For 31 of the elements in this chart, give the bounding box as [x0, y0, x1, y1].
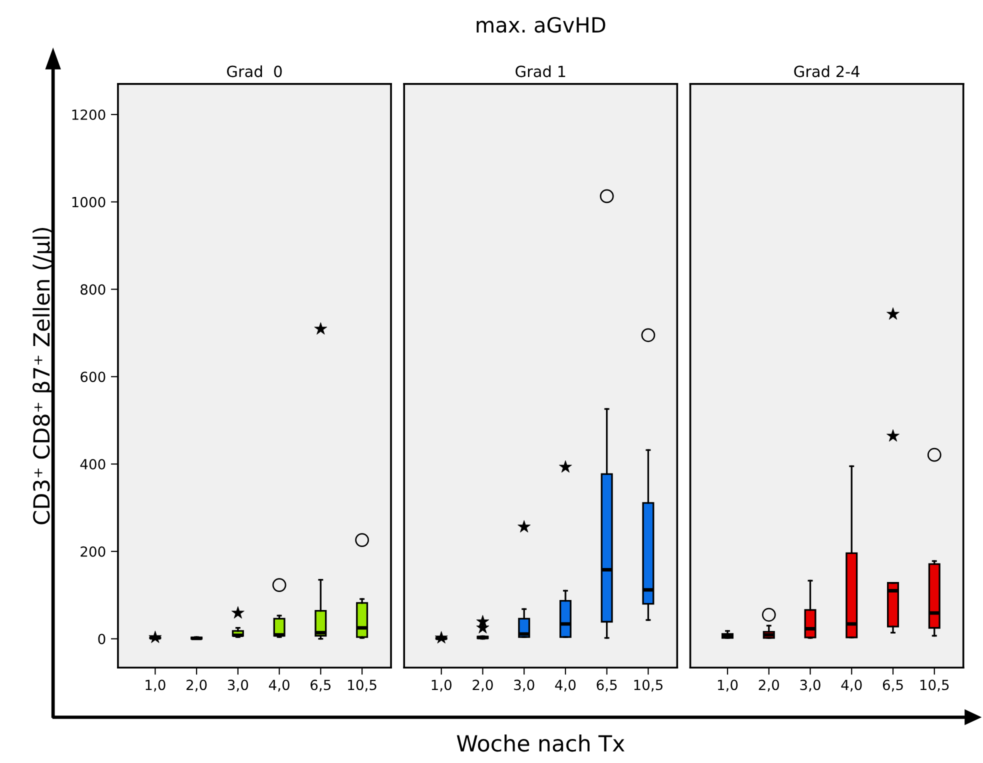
x-tick-label: 6,5	[882, 680, 903, 692]
x-tick-label: 10,5	[348, 680, 376, 692]
x-tick-label: 1,0	[432, 680, 452, 692]
y-tick-label: 600	[80, 372, 106, 382]
x-tick-label: 2,0	[186, 680, 207, 692]
x-tick-label: 2,0	[758, 680, 780, 692]
x-tick-label: 4,0	[841, 680, 862, 692]
x-tick-label: 6,5	[310, 680, 331, 692]
x-tick-label: 1,0	[718, 680, 738, 692]
x-tick-label: 3,0	[800, 680, 820, 692]
y-tick-label: 1000	[72, 196, 106, 208]
x-tick-label: 4,0	[555, 680, 576, 692]
x-tick-label: 10,5	[634, 680, 662, 692]
x-tick-label: 3,0	[514, 680, 534, 692]
y-tick-label: 200	[80, 546, 106, 557]
x-axis-title: Woche nach Tx	[456, 734, 624, 752]
y-tick-label: 800	[80, 284, 106, 295]
x-tick-label: 4,0	[268, 680, 290, 692]
y-axis-title: CD3⁺ CD8⁺ β7⁺ Zellen (/µl)	[32, 228, 54, 524]
chart-title: Grad 0	[227, 65, 282, 78]
x-tick-label: 1,0	[146, 680, 166, 692]
chart-title: Grad 1	[516, 65, 566, 78]
y-tick-label: 400	[80, 459, 106, 470]
x-tick-label: 3,0	[228, 680, 248, 692]
x-tick-label: 10,5	[920, 680, 949, 692]
text: max. aGvHD	[476, 16, 606, 33]
x-tick-label: 6,5	[596, 680, 617, 692]
x-tick-label: 2,0	[472, 680, 493, 692]
chart-title: Grad 2-4	[794, 65, 860, 78]
y-tick-label: 0	[98, 634, 106, 644]
y-tick-label: 1200	[72, 109, 106, 120]
